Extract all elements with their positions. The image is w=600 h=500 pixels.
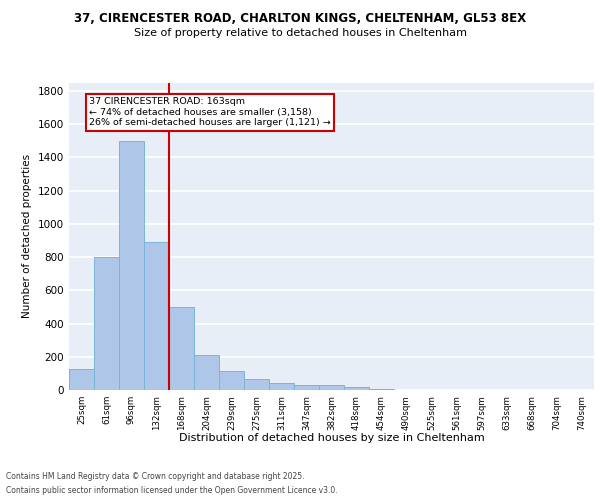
Bar	[169, 307, 194, 390]
Bar	[94, 257, 119, 390]
Bar	[119, 140, 144, 390]
Y-axis label: Number of detached properties: Number of detached properties	[22, 154, 32, 318]
Text: Size of property relative to detached houses in Cheltenham: Size of property relative to detached ho…	[133, 28, 467, 38]
Bar	[369, 388, 394, 390]
Bar	[144, 242, 169, 390]
Bar	[344, 386, 369, 390]
Text: 37, CIRENCESTER ROAD, CHARLTON KINGS, CHELTENHAM, GL53 8EX: 37, CIRENCESTER ROAD, CHARLTON KINGS, CH…	[74, 12, 526, 26]
Text: Contains HM Land Registry data © Crown copyright and database right 2025.: Contains HM Land Registry data © Crown c…	[6, 472, 305, 481]
Bar	[294, 384, 319, 390]
Text: 37 CIRENCESTER ROAD: 163sqm
← 74% of detached houses are smaller (3,158)
26% of : 37 CIRENCESTER ROAD: 163sqm ← 74% of det…	[89, 98, 331, 128]
Bar	[194, 355, 219, 390]
Bar	[69, 369, 94, 390]
X-axis label: Distribution of detached houses by size in Cheltenham: Distribution of detached houses by size …	[179, 432, 484, 442]
Text: Contains public sector information licensed under the Open Government Licence v3: Contains public sector information licen…	[6, 486, 338, 495]
Bar	[219, 371, 244, 390]
Bar	[269, 382, 294, 390]
Bar	[244, 379, 269, 390]
Bar	[319, 386, 344, 390]
